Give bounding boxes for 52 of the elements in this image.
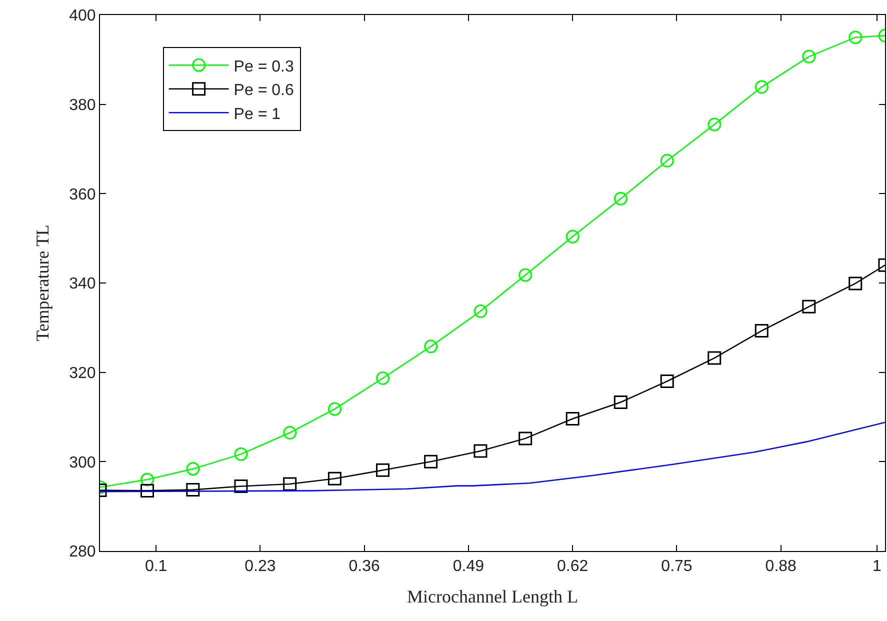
- point: [566, 412, 580, 426]
- point: [376, 371, 390, 385]
- x-tick-label: 0.36: [348, 558, 380, 576]
- point: [186, 483, 200, 497]
- point: [848, 30, 862, 44]
- point: [754, 80, 768, 94]
- y-tick-label: 400: [69, 8, 96, 25]
- point: [140, 484, 154, 498]
- x-axis-title: Microchannel Length L: [407, 586, 578, 606]
- y-tick-label: 280: [69, 544, 96, 561]
- point: [518, 432, 532, 446]
- point: [474, 304, 488, 318]
- point: [802, 300, 816, 314]
- point: [754, 324, 768, 338]
- point: [234, 479, 248, 493]
- point: [283, 426, 297, 440]
- y-tick-label: 320: [69, 364, 96, 382]
- legend-label: Pe = 1: [234, 106, 281, 123]
- x-tick-label: 1: [872, 558, 882, 576]
- point: [328, 402, 342, 416]
- x-tick-label: 0.75: [661, 558, 692, 576]
- point: [140, 472, 154, 486]
- point: [660, 154, 674, 168]
- point: [424, 454, 438, 468]
- point: [848, 276, 862, 290]
- point: [614, 192, 628, 206]
- y-tick-label: 380: [69, 96, 96, 114]
- point: [474, 444, 488, 458]
- legend-label: Pe = 0.6: [234, 82, 294, 100]
- y-tick-label: 360: [69, 186, 96, 204]
- point: [660, 374, 674, 388]
- point: [518, 268, 532, 282]
- x-tick-label: 0.49: [452, 558, 484, 576]
- point: [708, 118, 722, 132]
- point: [376, 463, 390, 477]
- y-axis-title: Temperature TL: [32, 224, 52, 342]
- x-tick-label: 0.88: [765, 558, 797, 576]
- y-tick-label: 300: [69, 454, 96, 472]
- point: [283, 477, 297, 491]
- point: [424, 340, 438, 354]
- point: [234, 447, 248, 461]
- point: [708, 351, 722, 365]
- x-tick-label: 0.62: [557, 558, 588, 576]
- point: [328, 472, 342, 486]
- x-tick-label: 0.23: [244, 558, 276, 576]
- point: [614, 396, 628, 410]
- point: [186, 462, 200, 476]
- point: [566, 230, 580, 244]
- y-tick-label: 340: [69, 276, 96, 293]
- x-tick-label: 0.1: [144, 558, 168, 576]
- point: [802, 50, 816, 64]
- legend-label: Pe = 0.3: [234, 58, 294, 76]
